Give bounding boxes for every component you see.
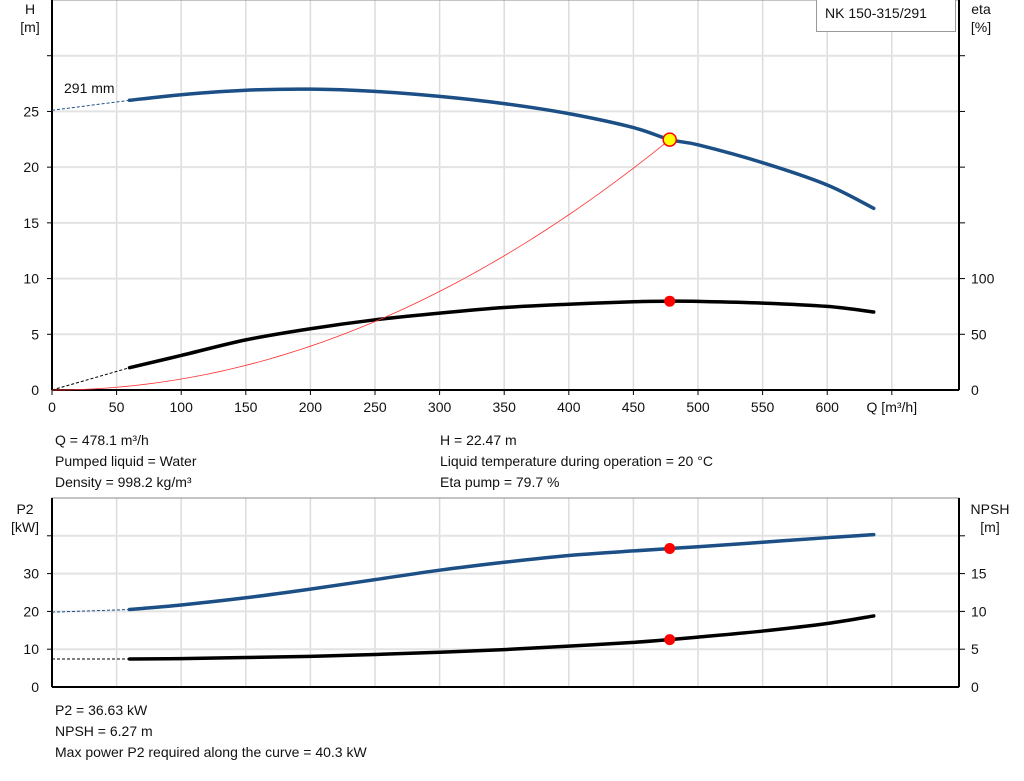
y-right-axis-label: [m] xyxy=(980,519,999,535)
y-axis-label: H xyxy=(25,1,35,17)
y-right-tick-label: 100 xyxy=(971,271,995,287)
eta-extrapolated-line xyxy=(51,367,130,391)
eta-duty-point xyxy=(664,295,676,307)
y-right-tick-label: 10 xyxy=(971,603,987,619)
x-tick-label: 400 xyxy=(557,399,581,415)
x-tick-label: 250 xyxy=(363,399,387,415)
y-axis-label: P2 xyxy=(16,501,33,517)
y-right-tick-label: 0 xyxy=(971,679,979,695)
y-tick-label: 15 xyxy=(23,215,39,231)
npsh-curve xyxy=(127,614,876,661)
y-tick-label: 5 xyxy=(31,326,39,342)
x-tick-label: 550 xyxy=(751,399,775,415)
p2-curve xyxy=(127,532,876,612)
y-tick-label: 0 xyxy=(31,679,39,695)
system-curve-line xyxy=(51,139,670,391)
npsh-duty-point xyxy=(664,634,676,646)
chart-title: NK 150-315/291 xyxy=(816,0,956,32)
y-right-axis-label: NPSH xyxy=(971,501,1010,517)
npsh-value: NPSH = 6.27 m xyxy=(55,723,153,739)
liquid-temperature: Liquid temperature during operation = 20… xyxy=(440,453,713,469)
x-tick-label: 150 xyxy=(234,399,258,415)
x-tick-label: 100 xyxy=(170,399,194,415)
y-right-axis-label: eta xyxy=(971,1,991,17)
x-tick-label: 350 xyxy=(493,399,517,415)
p2-value: P2 = 36.63 kW xyxy=(55,702,148,718)
x-tick-label: 200 xyxy=(299,399,323,415)
y-tick-label: 20 xyxy=(23,159,39,175)
y-tick-label: 0 xyxy=(31,382,39,398)
y-axis-label: [kW] xyxy=(11,519,39,535)
flow-value: Q = 478.1 m³/h xyxy=(55,432,149,448)
y-right-tick-label: 0 xyxy=(971,382,979,398)
info-right: H = 22.47 m Liquid temperature during op… xyxy=(440,430,713,493)
y-tick-label: 30 xyxy=(23,566,39,582)
eta-value: Eta pump = 79.7 % xyxy=(440,474,560,490)
x-tick-label: 50 xyxy=(109,399,125,415)
info-left: Q = 478.1 m³/h Pumped liquid = Water Den… xyxy=(55,430,197,493)
y-tick-label: 10 xyxy=(23,641,39,657)
x-tick-label: 450 xyxy=(622,399,646,415)
h-curve xyxy=(127,87,876,211)
x-axis-label: Q [m³/h] xyxy=(867,399,918,415)
head-value: H = 22.47 m xyxy=(440,432,517,448)
pumped-liquid: Pumped liquid = Water xyxy=(55,453,197,469)
y-tick-label: 20 xyxy=(23,603,39,619)
x-tick-label: 600 xyxy=(816,399,840,415)
x-tick-label: 0 xyxy=(48,399,56,415)
p2-duty-point xyxy=(664,543,676,555)
max-power: Max power P2 required along the curve = … xyxy=(55,744,367,760)
y-tick-label: 25 xyxy=(23,103,39,119)
x-tick-label: 500 xyxy=(686,399,710,415)
y-right-tick-label: 15 xyxy=(971,566,987,582)
y-tick-label: 10 xyxy=(23,271,39,287)
eta-curve xyxy=(127,299,876,370)
y-right-tick-label: 5 xyxy=(971,641,979,657)
h-extrapolated-line xyxy=(51,99,130,111)
x-tick-label: 300 xyxy=(428,399,452,415)
impeller-diameter-label: 291 mm xyxy=(64,80,115,96)
plot-frame xyxy=(51,0,960,391)
y-right-tick-label: 50 xyxy=(971,326,987,342)
p2-extrapolated-line xyxy=(51,609,130,613)
y-axis-label: [m] xyxy=(20,19,39,35)
duty-point xyxy=(662,132,677,147)
y-right-axis-label: [%] xyxy=(971,19,991,35)
info-bottom: P2 = 36.63 kW NPSH = 6.27 m Max power P2… xyxy=(55,700,367,763)
density-value: Density = 998.2 kg/m³ xyxy=(55,474,192,490)
